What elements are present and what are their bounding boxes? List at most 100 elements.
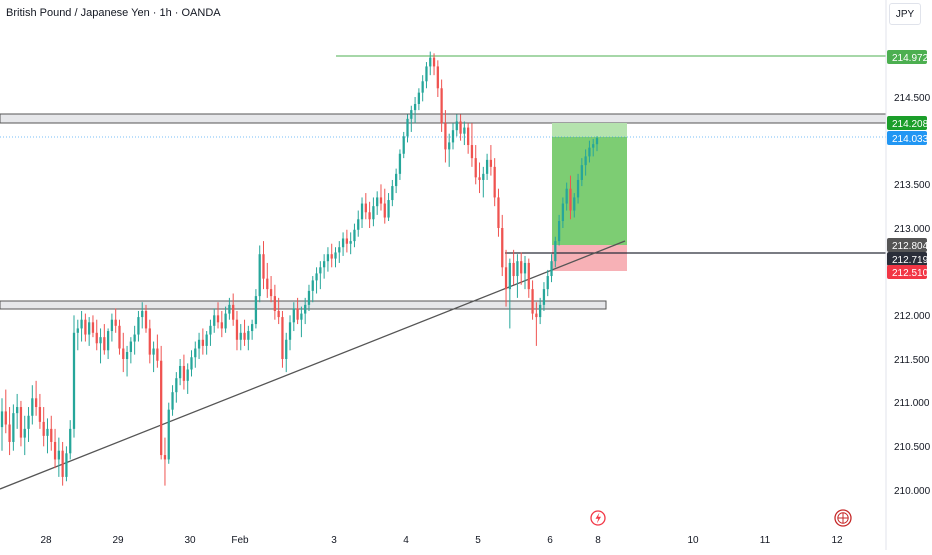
candle-body[interactable] — [296, 308, 299, 320]
candle-body[interactable] — [160, 360, 163, 456]
time-axis[interactable]: 28 29 30 Feb 3 4 5 6 8 10 11 12 — [40, 535, 843, 546]
candle-body[interactable] — [46, 428, 49, 436]
candle-body[interactable] — [576, 179, 580, 198]
candle-body[interactable] — [152, 348, 155, 355]
candle-body[interactable] — [448, 142, 451, 150]
candle-body[interactable] — [224, 313, 227, 329]
candle-body[interactable] — [266, 278, 269, 290]
candle-body[interactable] — [232, 304, 235, 320]
candle-body[interactable] — [213, 315, 216, 326]
candle-body[interactable] — [421, 81, 424, 93]
candle-body[interactable] — [322, 261, 326, 268]
candle-body[interactable] — [319, 267, 322, 274]
candle-body[interactable] — [508, 262, 511, 290]
candle-body[interactable] — [144, 310, 148, 329]
candle-body[interactable] — [118, 325, 121, 349]
candle-body[interactable] — [425, 66, 428, 82]
candle-body[interactable] — [167, 409, 170, 460]
candle-body[interactable] — [91, 322, 95, 333]
candle-body[interactable] — [216, 315, 220, 323]
candle-body[interactable] — [125, 352, 129, 360]
candle-body[interactable] — [247, 331, 250, 340]
candle-body[interactable] — [561, 203, 565, 222]
candle-body[interactable] — [163, 455, 167, 460]
candle-body[interactable] — [478, 177, 481, 180]
take-profit-zone-light[interactable] — [552, 123, 627, 137]
candle-body[interactable] — [304, 304, 307, 314]
candle-body[interactable] — [379, 197, 383, 204]
candle-body[interactable] — [129, 341, 132, 353]
candle-body[interactable] — [372, 206, 375, 220]
flag-globe-icon[interactable] — [834, 509, 852, 527]
candle-body[interactable] — [345, 238, 349, 244]
candle-body[interactable] — [444, 123, 447, 150]
candle-body[interactable] — [262, 254, 265, 279]
candle-body[interactable] — [330, 254, 333, 259]
candle-body[interactable] — [406, 118, 409, 137]
candle-body[interactable] — [353, 229, 356, 242]
candle-body[interactable] — [201, 339, 204, 346]
candle-body[interactable] — [84, 319, 87, 335]
candle-body[interactable] — [360, 203, 364, 220]
candle-body[interactable] — [557, 221, 561, 242]
candle-body[interactable] — [228, 304, 231, 314]
candle-body[interactable] — [383, 203, 386, 218]
candle-body[interactable] — [467, 127, 470, 146]
candle-body[interactable] — [88, 322, 91, 335]
candle-body[interactable] — [106, 331, 110, 351]
candle-body[interactable] — [277, 310, 280, 318]
candle-body[interactable] — [103, 337, 106, 351]
candle-body[interactable] — [554, 241, 557, 262]
candle-body[interactable] — [432, 57, 436, 67]
candle-body[interactable] — [482, 173, 485, 180]
candle-body[interactable] — [436, 66, 439, 89]
candle-body[interactable] — [31, 398, 34, 416]
candle-body[interactable] — [470, 145, 474, 159]
candle-body[interactable] — [364, 203, 367, 213]
candle-body[interactable] — [387, 200, 390, 218]
candle-body[interactable] — [451, 130, 455, 143]
candle-body[interactable] — [512, 262, 515, 277]
candle-body[interactable] — [429, 57, 432, 67]
candle-body[interactable] — [395, 173, 398, 187]
candle-body[interactable] — [80, 319, 83, 329]
candle-body[interactable] — [141, 310, 144, 318]
candle-body[interactable] — [474, 158, 477, 178]
candle-body[interactable] — [493, 166, 496, 198]
candle-body[interactable] — [4, 411, 7, 425]
candle-body[interactable] — [8, 424, 11, 442]
candle-body[interactable] — [34, 398, 38, 408]
candle-body[interactable] — [0, 411, 4, 428]
currency-button[interactable]: JPY — [889, 3, 921, 25]
candle-body[interactable] — [311, 280, 314, 291]
price-axis[interactable]: 214.500 213.500 213.000 212.000 211.500 … — [894, 93, 931, 497]
candle-body[interactable] — [357, 219, 360, 230]
candle-body[interactable] — [65, 453, 68, 477]
candle-body[interactable] — [137, 317, 140, 335]
candle-body[interactable] — [341, 238, 345, 248]
candle-body[interactable] — [19, 407, 23, 438]
candle-body[interactable] — [463, 127, 466, 134]
candle-body[interactable] — [194, 348, 197, 358]
candle-body[interactable] — [281, 317, 284, 360]
candle-body[interactable] — [542, 289, 546, 305]
candle-body[interactable] — [300, 313, 303, 320]
resistance-zone[interactable] — [0, 113, 887, 124]
candle-body[interactable] — [99, 337, 102, 344]
candle-body[interactable] — [497, 197, 500, 229]
candle-body[interactable] — [182, 365, 186, 381]
candle-body[interactable] — [72, 332, 76, 429]
candle-body[interactable] — [186, 369, 189, 381]
candle-body[interactable] — [148, 328, 151, 355]
candle-body[interactable] — [61, 450, 64, 477]
candle-body[interactable] — [527, 262, 530, 290]
lightning-icon[interactable] — [590, 510, 606, 526]
candle-body[interactable] — [326, 254, 330, 262]
candle-body[interactable] — [550, 261, 553, 277]
candle-body[interactable] — [288, 322, 292, 340]
candle-body[interactable] — [315, 273, 318, 281]
candle-body[interactable] — [69, 428, 72, 454]
candle-body[interactable] — [197, 339, 201, 349]
candle-body[interactable] — [95, 332, 98, 344]
